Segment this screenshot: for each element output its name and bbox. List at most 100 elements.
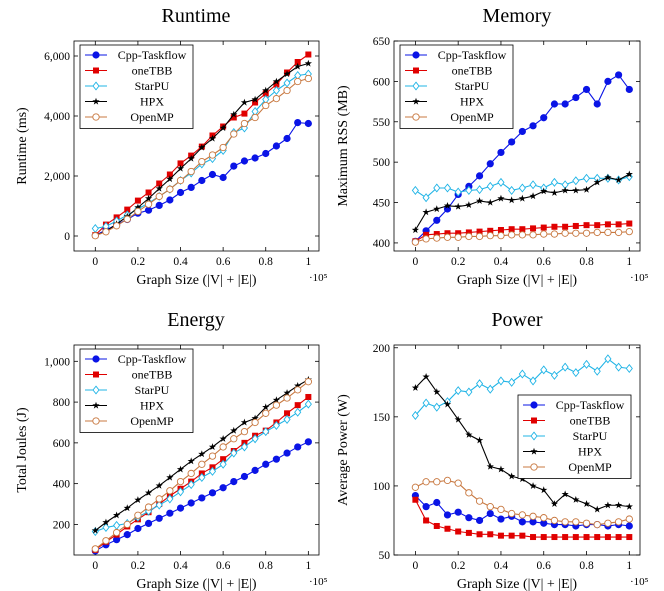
data-point (305, 51, 312, 58)
data-point (550, 370, 559, 380)
runtime-chart: Runtime 0 0.2 0.4 0.6 0.8 1 0 2,000 4,000 6,000 Gra… (15, 5, 328, 288)
data-point (582, 85, 591, 94)
data-point (433, 402, 441, 412)
data-point (187, 457, 195, 465)
data-point (144, 503, 153, 511)
data-point (540, 224, 547, 231)
legend-marker (530, 431, 538, 441)
data-point (465, 514, 473, 522)
data-point (134, 197, 141, 204)
data-point (475, 172, 484, 180)
data-point (422, 372, 430, 380)
data-point (465, 232, 473, 241)
legend-label: HPX (140, 95, 164, 109)
data-point (240, 157, 249, 165)
data-point (294, 62, 302, 70)
data-point (540, 187, 548, 195)
data-point (497, 194, 505, 202)
legend-item: StarPU (523, 429, 608, 443)
data-point (134, 511, 142, 519)
data-point (497, 227, 504, 233)
data-point (562, 534, 569, 541)
y-axis-label: Average Power (W) (336, 394, 351, 506)
data-point (614, 228, 623, 237)
data-point (454, 202, 462, 210)
data-point (411, 410, 419, 420)
data-point (475, 497, 484, 505)
data-point (572, 222, 579, 229)
legend-item: StarPU (85, 79, 170, 93)
data-point (230, 426, 238, 434)
data-point (604, 173, 612, 181)
data-point (240, 472, 249, 481)
y-tick-label: 6,000 (44, 51, 70, 63)
data-point (272, 396, 281, 404)
y-axis-label: Maximum RSS (MB) (336, 85, 351, 207)
y-tick-label: 400 (53, 479, 71, 491)
data-point (562, 223, 569, 230)
x-tick-label: 0.6 (216, 256, 231, 268)
data-point (251, 418, 259, 427)
data-point (423, 517, 430, 524)
data-point (626, 534, 633, 541)
data-point (594, 534, 601, 541)
data-point (230, 110, 238, 118)
data-point (187, 469, 195, 478)
legend-item: oneTBB (523, 414, 610, 428)
data-point (550, 189, 559, 196)
data-point (240, 119, 249, 128)
x-tick-label: 0.6 (537, 560, 552, 572)
x-tick-label: 0 (413, 256, 419, 268)
legend-marker (412, 113, 420, 121)
legend-marker (530, 463, 538, 471)
data-point (454, 233, 462, 241)
data-point (166, 185, 174, 193)
data-point (294, 443, 302, 451)
data-point (475, 197, 484, 204)
data-point (112, 511, 121, 519)
data-point (422, 208, 430, 216)
data-point (176, 477, 185, 486)
data-point (155, 514, 163, 522)
plot-frame (73, 40, 320, 252)
data-point (530, 225, 537, 232)
data-point (593, 100, 601, 108)
legend-item: StarPU (85, 383, 170, 397)
data-point (187, 480, 195, 490)
data-point (497, 465, 505, 473)
data-point (155, 201, 163, 209)
data-point (220, 456, 227, 463)
legend-marker (530, 447, 538, 455)
data-point (112, 222, 121, 230)
legend-marker (92, 401, 100, 409)
legend-label: HPX (140, 399, 164, 413)
data-point (272, 85, 280, 96)
x-multiplier: ·10⁵ (309, 272, 328, 284)
data-point (540, 114, 548, 122)
y-tick-label: 200 (53, 519, 71, 531)
data-point (476, 531, 483, 538)
data-point (529, 192, 537, 200)
series-starpu (411, 354, 633, 420)
data-point (475, 436, 484, 444)
data-point (411, 483, 420, 491)
data-point (443, 201, 452, 209)
data-point (455, 528, 462, 535)
legend-label: Cpp-Taskflow (438, 48, 507, 62)
data-point (551, 223, 558, 230)
x-tick-label: 0.4 (173, 560, 188, 572)
x-tick-label: 0.8 (579, 256, 594, 268)
data-point (561, 518, 569, 526)
data-point (102, 522, 110, 533)
data-point (582, 519, 591, 527)
data-point (272, 142, 280, 150)
data-point (283, 78, 291, 88)
data-point (411, 185, 419, 195)
data-point (272, 77, 281, 85)
series-openmp (411, 227, 633, 246)
legend-label: StarPU (573, 429, 608, 443)
data-point (273, 81, 280, 88)
data-point (518, 127, 526, 136)
